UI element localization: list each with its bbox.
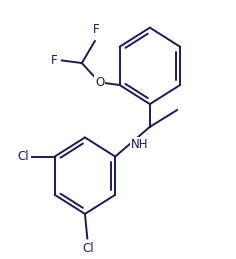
Text: O: O <box>95 76 104 89</box>
Text: NH: NH <box>131 138 148 151</box>
Text: F: F <box>93 23 99 37</box>
Text: Cl: Cl <box>18 150 30 163</box>
Text: F: F <box>51 54 57 67</box>
Text: Cl: Cl <box>83 242 94 255</box>
